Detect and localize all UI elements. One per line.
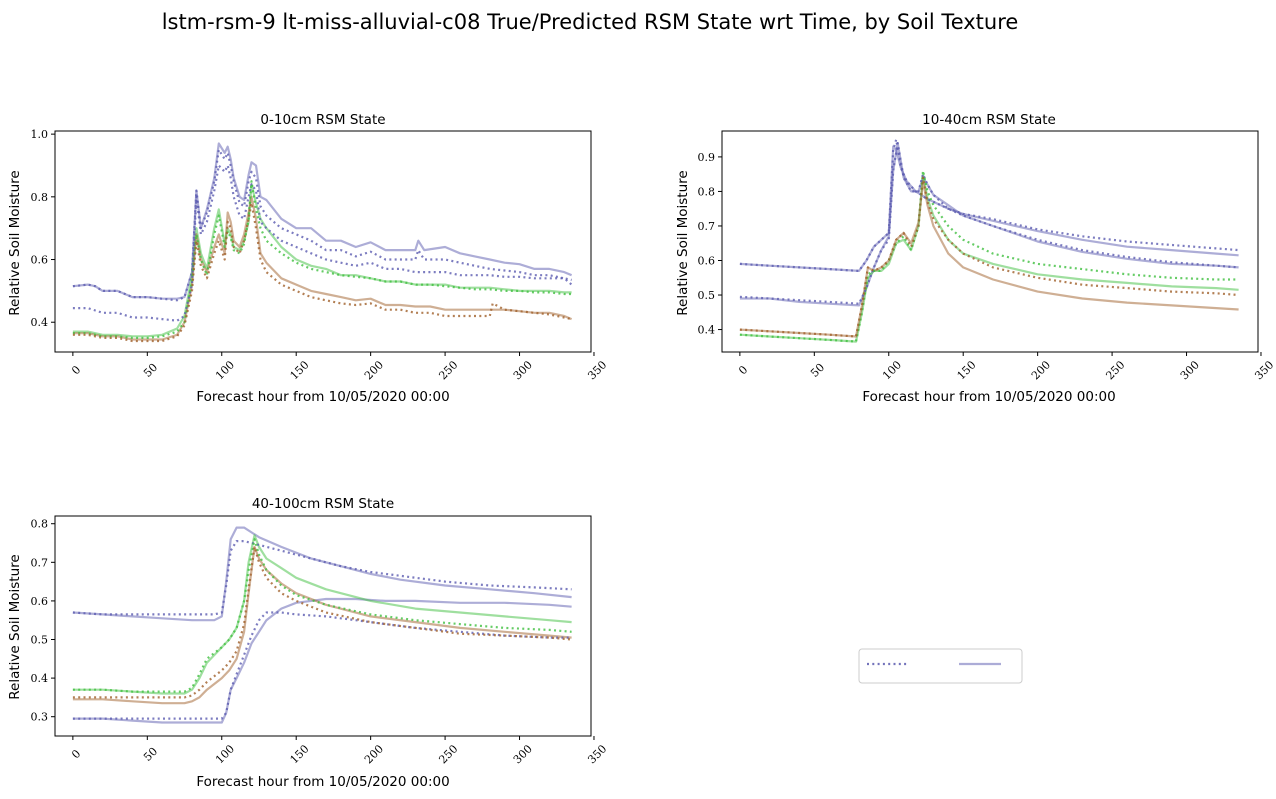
x-tick-label: 100 (213, 358, 237, 382)
x-tick-label: 0 (736, 363, 750, 377)
x-tick-label: 250 (436, 358, 460, 382)
chart-title: 40-100cm RSM State (252, 496, 394, 512)
x-tick-label: 200 (362, 358, 386, 382)
y-tick-label: 0.8 (698, 185, 716, 198)
series-line-green-solid (72, 534, 572, 695)
y-tick-label: 0.8 (31, 191, 49, 204)
plot-frame (54, 515, 592, 737)
x-tick-label: 350 (1252, 358, 1276, 382)
y-axis-label: Relative Soil Moisture (7, 170, 23, 315)
y-tick-label: 0.4 (31, 316, 49, 329)
x-tick-label: 300 (1178, 358, 1202, 382)
y-tick-label: 0.6 (31, 254, 49, 267)
series-line-blue-dotted (739, 142, 1239, 305)
series-line-green-dotted (739, 169, 1239, 343)
x-tick-label: 150 (955, 358, 979, 382)
x-tick-label: 350 (585, 742, 609, 766)
series-line-blue-dotted (739, 138, 1239, 272)
y-tick-label: 0.5 (698, 289, 716, 302)
series-line-brown-dotted (72, 545, 572, 699)
x-tick-label: 350 (585, 358, 609, 382)
y-axis-label: Relative Soil Moisture (675, 170, 691, 315)
y-tick-label: 1.0 (31, 128, 49, 141)
series-group (72, 526, 572, 724)
x-axis-label: Forecast hour from 10/05/2020 00:00 (862, 389, 1115, 405)
series-line-green-dotted (72, 538, 572, 693)
y-axis-label: Relative Soil Moisture (7, 554, 23, 699)
series-line-blue-solid (72, 142, 573, 300)
series-line-brown-dotted (739, 176, 1239, 338)
y-tick-label: 0.7 (698, 220, 716, 233)
x-tick-label: 300 (511, 358, 535, 382)
x-tick-label: 100 (880, 358, 904, 382)
legend (858, 648, 1023, 684)
y-tick-label: 0.9 (698, 151, 716, 164)
x-tick-label: 250 (436, 742, 460, 766)
plot-frame (54, 130, 592, 353)
series-line-brown-solid (72, 545, 572, 705)
x-tick-label: 50 (141, 361, 160, 380)
series-line-blue-dotted (72, 148, 573, 302)
series-group (72, 142, 573, 343)
series-line-blue-solid (72, 526, 572, 622)
x-tick-label: 150 (288, 358, 312, 382)
plot-frame (721, 130, 1259, 353)
x-tick-label: 0 (69, 363, 83, 377)
series-line-green-solid (739, 173, 1239, 343)
x-tick-label: 0 (69, 747, 83, 761)
x-axis-label: Forecast hour from 10/05/2020 00:00 (196, 389, 449, 405)
series-line-blue-dotted (72, 164, 572, 322)
series-line-brown-solid (739, 180, 1239, 338)
chart-panel-10-40cm: 10-40cm RSM State Forecast hour from 10/… (675, 112, 1276, 405)
y-tick-label: 0.8 (31, 518, 49, 531)
chart-title: 10-40cm RSM State (922, 112, 1056, 128)
series-line-blue-solid (72, 597, 572, 724)
chart-title: 0-10cm RSM State (260, 112, 385, 128)
x-tick-label: 100 (213, 742, 237, 766)
y-tick-label: 0.4 (31, 672, 49, 685)
y-tick-label: 0.7 (31, 556, 49, 569)
y-tick-label: 0.3 (31, 711, 49, 724)
y-tick-label: 0.6 (31, 595, 49, 608)
y-tick-label: 0.5 (31, 634, 49, 647)
y-tick-label: 0.6 (698, 254, 716, 267)
legend-frame (858, 648, 1023, 684)
x-tick-label: 300 (511, 742, 535, 766)
series-line-blue-dotted (72, 611, 572, 720)
series-line-blue-solid (739, 145, 1239, 272)
x-tick-label: 50 (808, 361, 827, 380)
x-tick-label: 200 (362, 742, 386, 766)
chart-panel-40-100cm: 40-100cm RSM State Forecast hour from 10… (7, 496, 609, 790)
x-tick-label: 150 (288, 742, 312, 766)
series-line-green-dotted (72, 180, 572, 339)
series-line-brown-dotted (72, 202, 572, 343)
x-tick-label: 50 (141, 745, 160, 764)
x-tick-label: 250 (1103, 358, 1127, 382)
y-tick-label: 0.4 (698, 324, 716, 337)
figure-title: lstm-rsm-9 lt-miss-alluvial-c08 True/Pre… (162, 10, 1019, 34)
chart-panel-0-10cm: 0-10cm RSM State Forecast hour from 10/0… (7, 112, 609, 405)
x-tick-label: 200 (1029, 358, 1053, 382)
series-group (739, 138, 1239, 343)
x-axis-label: Forecast hour from 10/05/2020 00:00 (196, 774, 449, 790)
